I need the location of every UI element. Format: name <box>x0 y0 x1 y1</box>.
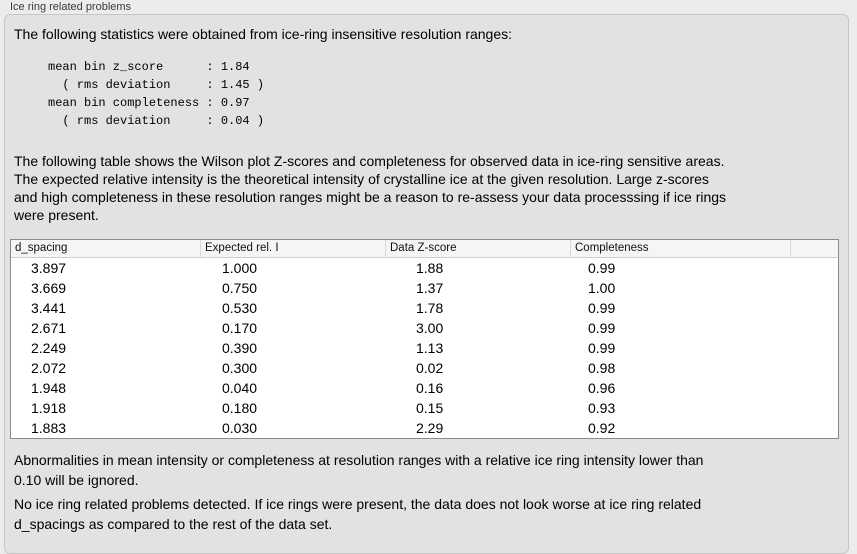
table-row[interactable]: 3.669 0.750 1.37 1.00 <box>11 278 838 298</box>
note-line: No ice ring related problems detected. I… <box>14 496 702 512</box>
cell-d-spacing: 2.249 <box>31 340 67 356</box>
table-header-row: d_spacing Expected rel. I Data Z-score C… <box>11 240 838 258</box>
table-row[interactable]: 1.883 0.030 2.29 0.92 <box>11 418 838 438</box>
table-row[interactable]: 2.249 0.390 1.13 0.99 <box>11 338 838 358</box>
cell-expected-rel-i: 0.030 <box>222 420 258 436</box>
stats-line: ( rms deviation : 1.45 ) <box>48 78 265 92</box>
stats-line: mean bin z_score : 1.84 <box>48 60 250 74</box>
cell-data-z-score: 1.88 <box>416 260 444 276</box>
note-line: 0.10 will be ignored. <box>14 472 139 488</box>
col-header-empty <box>791 240 838 257</box>
cell-data-z-score: 2.29 <box>416 420 444 436</box>
description-line: The following table shows the Wilson plo… <box>14 153 725 169</box>
table-row[interactable]: 3.441 0.530 1.78 0.99 <box>11 298 838 318</box>
cell-d-spacing: 2.671 <box>31 320 67 336</box>
col-header-data-z-score[interactable]: Data Z-score <box>386 240 571 257</box>
description-line: and high completeness in these resolutio… <box>14 189 727 205</box>
table-row[interactable]: 2.072 0.300 0.02 0.98 <box>11 358 838 378</box>
table-row[interactable]: 3.897 1.000 1.88 0.99 <box>11 258 838 278</box>
cell-d-spacing: 1.948 <box>31 380 67 396</box>
cell-completeness: 0.99 <box>588 320 616 336</box>
description-line: The expected relative intensity is the t… <box>14 171 709 187</box>
intro-text: The following statistics were obtained f… <box>14 26 513 42</box>
cell-d-spacing: 3.669 <box>31 280 67 296</box>
cell-expected-rel-i: 0.530 <box>222 300 258 316</box>
cell-d-spacing: 1.883 <box>31 420 67 436</box>
cell-data-z-score: 0.16 <box>416 380 444 396</box>
col-header-completeness[interactable]: Completeness <box>571 240 791 257</box>
cell-empty <box>791 258 838 278</box>
stats-line: ( rms deviation : 0.04 ) <box>48 114 265 128</box>
cell-empty <box>791 278 838 298</box>
cell-completeness: 0.92 <box>588 420 616 436</box>
cell-d-spacing: 3.441 <box>31 300 67 316</box>
cell-expected-rel-i: 0.300 <box>222 360 258 376</box>
cell-data-z-score: 1.13 <box>416 340 444 356</box>
col-header-d-spacing[interactable]: d_spacing <box>11 240 201 257</box>
ignore-threshold-note: Abnormalities in mean intensity or compl… <box>14 450 703 490</box>
table-body: 3.897 1.000 1.88 0.99 3.669 0.750 1.37 1… <box>11 258 838 438</box>
cell-data-z-score: 0.15 <box>416 400 444 416</box>
cell-empty <box>791 318 838 338</box>
cell-completeness: 1.00 <box>588 280 616 296</box>
cell-expected-rel-i: 0.170 <box>222 320 258 336</box>
conclusion-note: No ice ring related problems detected. I… <box>14 494 701 534</box>
cell-d-spacing: 3.897 <box>31 260 67 276</box>
note-line: d_spacings as compared to the rest of th… <box>14 516 333 532</box>
cell-completeness: 0.99 <box>588 300 616 316</box>
table-row[interactable]: 1.948 0.040 0.16 0.96 <box>11 378 838 398</box>
stats-block: mean bin z_score : 1.84 ( rms deviation … <box>48 58 264 130</box>
cell-empty <box>791 418 838 438</box>
cell-data-z-score: 1.78 <box>416 300 444 316</box>
cell-completeness: 0.96 <box>588 380 616 396</box>
cell-data-z-score: 0.02 <box>416 360 444 376</box>
cell-completeness: 0.99 <box>588 340 616 356</box>
cell-expected-rel-i: 0.390 <box>222 340 258 356</box>
cell-expected-rel-i: 1.000 <box>222 260 258 276</box>
cell-empty <box>791 378 838 398</box>
table-row[interactable]: 2.671 0.170 3.00 0.99 <box>11 318 838 338</box>
panel-title: Ice ring related problems <box>10 1 132 13</box>
ice-ring-table: d_spacing Expected rel. I Data Z-score C… <box>10 239 839 439</box>
note-line: Abnormalities in mean intensity or compl… <box>14 452 704 468</box>
cell-data-z-score: 1.37 <box>416 280 444 296</box>
cell-d-spacing: 2.072 <box>31 360 67 376</box>
description-line: were present. <box>14 207 99 223</box>
cell-empty <box>791 358 838 378</box>
description-text: The following table shows the Wilson plo… <box>14 152 726 224</box>
cell-completeness: 0.98 <box>588 360 616 376</box>
cell-empty <box>791 338 838 358</box>
cell-empty <box>791 398 838 418</box>
cell-completeness: 0.93 <box>588 400 616 416</box>
cell-empty <box>791 298 838 318</box>
cell-expected-rel-i: 0.040 <box>222 380 258 396</box>
cell-expected-rel-i: 0.180 <box>222 400 258 416</box>
table-row[interactable]: 1.918 0.180 0.15 0.93 <box>11 398 838 418</box>
stats-line: mean bin completeness : 0.97 <box>48 96 250 110</box>
cell-data-z-score: 3.00 <box>416 320 444 336</box>
ice-ring-panel: The following statistics were obtained f… <box>4 14 849 554</box>
cell-expected-rel-i: 0.750 <box>222 280 258 296</box>
cell-d-spacing: 1.918 <box>31 400 67 416</box>
cell-completeness: 0.99 <box>588 260 616 276</box>
col-header-expected-rel-i[interactable]: Expected rel. I <box>201 240 386 257</box>
